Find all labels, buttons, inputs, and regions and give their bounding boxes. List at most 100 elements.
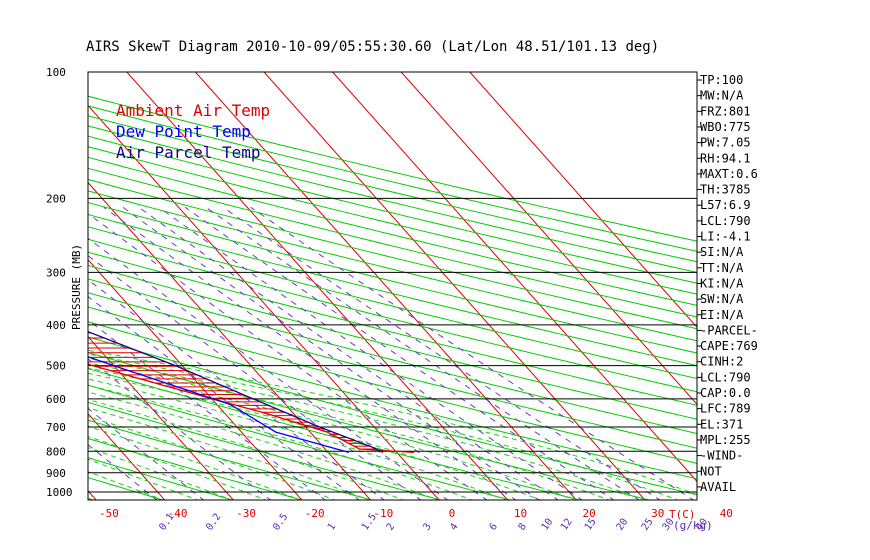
moist-adiabat-line — [88, 357, 645, 500]
dry-adiabat-line — [88, 251, 697, 406]
bottom-temp-tick-label: -30 — [236, 507, 256, 520]
mixing-ratio-line — [88, 237, 449, 500]
bottom-temp-tick-label: -10 — [373, 507, 393, 520]
dry-adiabat-line — [88, 306, 697, 464]
mixing-ratio-line — [138, 206, 559, 500]
index-label: TH:3785 — [700, 183, 751, 197]
index-label: LCL:790 — [700, 214, 751, 228]
dry-adiabat-line — [88, 384, 513, 500]
moist-adiabat-line — [88, 349, 697, 495]
dry-adiabat-line — [0, 72, 27, 501]
pressure-tick-label: 700 — [46, 421, 66, 434]
moist-adiabat-line — [88, 353, 680, 500]
y-axis-label: PRESSURE (MB) — [70, 244, 83, 330]
bottom-temp-tick-label: 10 — [514, 507, 527, 520]
dry-adiabat-line — [88, 190, 697, 342]
index-label: LI:-4.1 — [700, 230, 751, 244]
dry-adiabat-line — [88, 336, 697, 496]
pressure-tick-label: 600 — [46, 393, 66, 406]
index-label: MPL:255 — [700, 433, 751, 447]
dry-adiabat-line — [88, 213, 697, 367]
series-line-1 — [88, 356, 349, 454]
bottom-temp-tick-label: -20 — [305, 507, 325, 520]
mixing-ratio-line — [88, 255, 422, 500]
index-label: RH:94.1 — [700, 151, 751, 165]
mixing-ratio-line — [88, 407, 205, 500]
mixing-ratio-line — [103, 206, 517, 500]
x-unit-label: T(C) — [669, 508, 696, 521]
mixing-ratio-label: 3 — [421, 521, 433, 532]
dry-adiabat-line — [88, 351, 652, 500]
dry-adiabat-line — [88, 135, 697, 284]
mixing-ratio-label: 8 — [517, 521, 529, 532]
pressure-tick-label: 500 — [46, 360, 66, 373]
plot-frame — [87, 71, 698, 501]
legend-parcel: Air Parcel Temp — [116, 143, 261, 162]
pressure-tick-label: 800 — [46, 445, 66, 458]
mixing-ratio-label: 20 — [615, 517, 631, 533]
isotherm-line — [400, 72, 697, 406]
index-label: WBO:775 — [700, 120, 751, 134]
dry-adiabat-line — [88, 202, 697, 354]
dry-adiabat-line — [88, 167, 697, 318]
index-label: AVAIL — [700, 480, 736, 494]
cape-hatch-area — [88, 332, 376, 450]
profile-curves — [88, 330, 414, 454]
dry-adiabat-line — [88, 264, 697, 420]
mixing-ratio-label: 1 — [326, 521, 338, 532]
index-label: LFC:789 — [700, 402, 751, 416]
isotherm-line — [88, 335, 234, 500]
bottom-temp-tick-label: 0 — [449, 507, 456, 520]
pressure-tick-label: 400 — [46, 319, 66, 332]
index-label: MAXT:0.6 — [700, 167, 758, 181]
mixing-ratio-line — [184, 206, 615, 500]
mixing-ratio-line — [88, 279, 386, 500]
isotherm-line — [0, 72, 28, 501]
pressure-tick-label: 1000 — [46, 486, 73, 499]
series-line-2 — [88, 330, 384, 453]
isotherm-line — [263, 72, 646, 500]
pressure-tick-label: 300 — [46, 266, 66, 279]
pressure-tick-label: 200 — [46, 192, 66, 205]
pressure-tick-label: 900 — [46, 467, 66, 480]
mixing-ratio-line — [222, 206, 661, 500]
index-label: PW:7.05 — [700, 136, 751, 150]
dry-adiabat-line — [88, 146, 697, 295]
mixing-ratio-line — [250, 206, 695, 500]
mixing-unit-label: (g/kg) — [673, 519, 713, 532]
series-line-0 — [88, 363, 414, 454]
moist-adiabat-line — [88, 384, 474, 500]
index-label: NOT — [700, 464, 722, 478]
index-label: TT:N/A — [700, 261, 744, 275]
index-label: CAP:0.0 — [700, 386, 751, 400]
legend-ambient: Ambient Air Temp — [116, 101, 270, 120]
index-label: TP:100 — [700, 73, 743, 87]
mixing-ratio-label: 12 — [559, 517, 575, 533]
dry-adiabat-line — [88, 321, 697, 480]
index-label: KI:N/A — [700, 276, 744, 290]
moist-adiabat-line — [88, 367, 577, 500]
mixing-ratio-label: 0.5 — [271, 512, 290, 533]
isotherm-line — [332, 72, 697, 483]
mixing-ratio-label: 10 — [540, 517, 556, 533]
index-label: EI:N/A — [700, 308, 744, 322]
index-label: -WIND- — [700, 449, 743, 463]
legend-dewpoint: Dew Point Temp — [116, 122, 251, 141]
isotherm-line — [88, 258, 303, 500]
moist-adiabat-line — [88, 447, 234, 500]
dry-adiabat-line — [88, 156, 697, 306]
bottom-temp-tick-label: -40 — [168, 507, 188, 520]
mixing-ratio-line — [205, 206, 640, 500]
index-label: CAPE:769 — [700, 339, 758, 353]
mixing-ratio-line — [122, 206, 540, 500]
mixing-ratio-label: 0.2 — [204, 512, 223, 533]
index-label: L57:6.9 — [700, 198, 751, 212]
index-label: EL:371 — [700, 417, 743, 431]
dry-adiabat-line — [88, 438, 304, 500]
index-label: CINH:2 — [700, 355, 743, 369]
index-label: FRZ:801 — [700, 104, 751, 118]
mixing-ratio-label: 6 — [488, 521, 500, 532]
index-label: SW:N/A — [700, 292, 744, 306]
dry-adiabat-line — [88, 292, 697, 449]
